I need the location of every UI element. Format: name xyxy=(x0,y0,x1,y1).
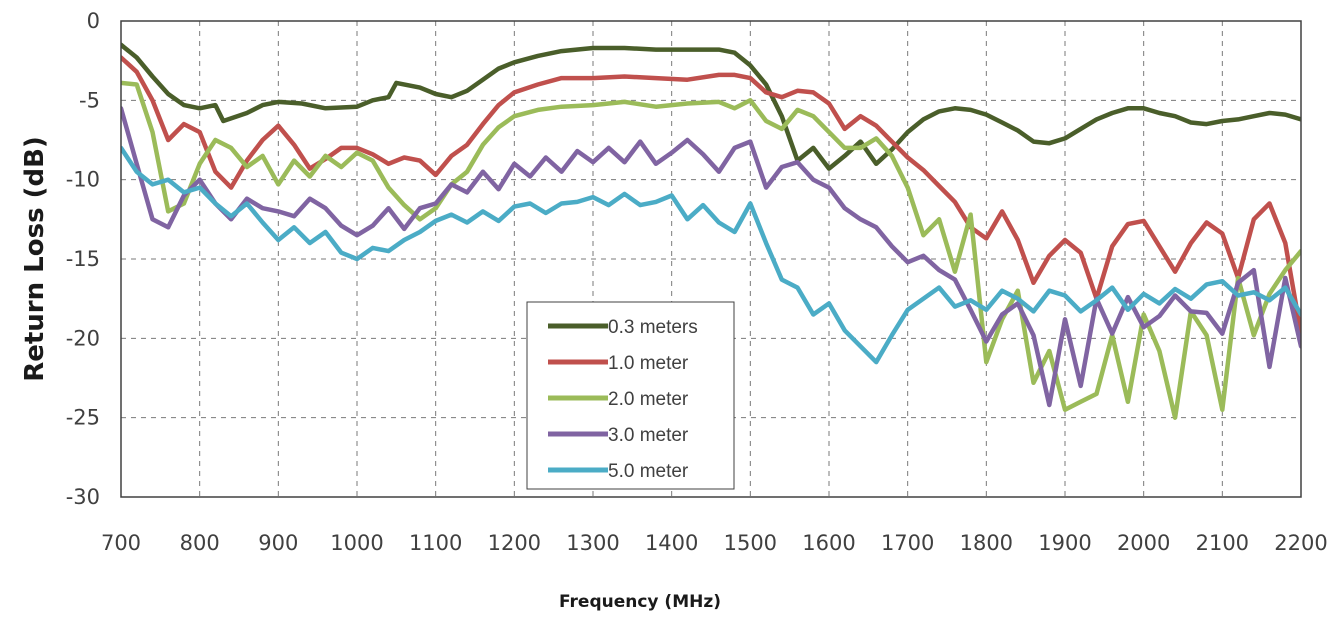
x-tick-label: 800 xyxy=(180,531,220,555)
legend: 0.3 meters 1.0 meter 2.0 meter 3.0 meter 5.0… xyxy=(526,301,735,490)
y-tick-labels: 0 -5 -10 -15 -20 -25 -30 xyxy=(66,9,100,509)
x-tick-label: 2200 xyxy=(1274,531,1327,555)
x-tick-label: 1400 xyxy=(645,531,698,555)
y-tick-label: 0 xyxy=(87,9,100,33)
legend-label-3: 2.0 meter xyxy=(608,389,689,410)
x-tick-label: 700 xyxy=(101,531,141,555)
legend-label-5: 5.0 meter xyxy=(608,461,689,482)
legend-label-4: 3.0 meter xyxy=(608,425,689,446)
x-tick-label: 1500 xyxy=(724,531,777,555)
y-tick-label: -25 xyxy=(66,406,100,430)
y-axis-title: Return Loss (dB) xyxy=(20,136,50,382)
series-line-1 xyxy=(121,42,1301,171)
x-tick-label: 1300 xyxy=(566,531,619,555)
x-tick-label: 1900 xyxy=(1038,531,1091,555)
y-tick-label: -30 xyxy=(66,485,100,509)
x-tick-label: 1100 xyxy=(409,531,462,555)
legend-label-2: 1.0 meter xyxy=(608,353,689,374)
x-tick-label: 2100 xyxy=(1196,531,1249,555)
x-axis-title: Frequency (MHz) xyxy=(559,592,721,612)
y-tick-label: -15 xyxy=(66,247,100,271)
x-tick-label: 1200 xyxy=(488,531,541,555)
legend-label-1: 0.3 meters xyxy=(608,317,698,338)
x-tick-label: 1700 xyxy=(881,531,934,555)
x-tick-labels: 700 800 900 1000 1100 1200 1300 1400 1500 1600 170… xyxy=(101,531,1328,555)
series-layer xyxy=(121,42,1301,420)
plot-border xyxy=(120,20,1302,498)
series-line-5 xyxy=(121,145,1301,365)
y-tick-label: -5 xyxy=(79,88,100,112)
y-tick-label: -10 xyxy=(66,168,100,192)
x-tick-label: 1800 xyxy=(960,531,1013,555)
y-tick-label: -20 xyxy=(66,326,100,350)
x-tick-label: 1600 xyxy=(802,531,855,555)
series-line-3 xyxy=(121,80,1301,420)
x-tick-label: 1000 xyxy=(330,531,383,555)
x-tick-label: 2000 xyxy=(1117,531,1170,555)
series-line-4 xyxy=(121,106,1301,408)
series-line-2 xyxy=(121,55,1301,336)
x-tick-label: 900 xyxy=(258,531,298,555)
